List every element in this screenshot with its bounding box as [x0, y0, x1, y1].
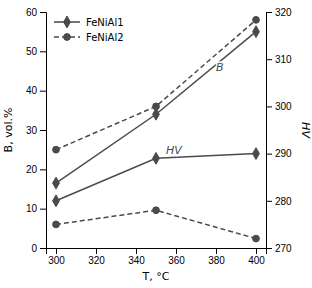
tick-mark	[136, 248, 137, 254]
series-marker	[53, 146, 60, 153]
tick-mark	[256, 248, 257, 254]
tick-mark	[40, 130, 46, 131]
series-line	[56, 32, 256, 183]
tick-label: 0	[31, 243, 37, 254]
series-marker	[53, 221, 60, 228]
series-marker	[53, 195, 60, 207]
legend-label: FeNiAl2	[86, 32, 124, 43]
tick-mark	[266, 59, 272, 60]
tick-label: 290	[275, 148, 292, 159]
y2-axis-line	[267, 13, 273, 249]
tick: 290	[266, 148, 292, 159]
tick-mark	[266, 201, 272, 202]
tick-mark	[266, 248, 272, 249]
tick: 310	[266, 54, 292, 65]
tick-mark	[40, 248, 46, 249]
chart: 300 320 340 360 380 400 0 10 20 30 40 50 60 270 280 290…	[0, 0, 312, 288]
tick: 360	[168, 248, 185, 266]
y2-axis-title: HV	[299, 122, 312, 139]
tick-mark	[40, 51, 46, 52]
tick-label: 320	[275, 7, 292, 18]
tick: 280	[266, 196, 292, 207]
tick-mark	[266, 12, 272, 13]
tick-mark	[40, 169, 46, 170]
tick-label: 20	[26, 164, 38, 175]
annotation: HV	[166, 144, 183, 157]
series-marker	[153, 207, 160, 214]
tick: 10	[26, 203, 46, 214]
legend-item: FeNiAl2	[54, 32, 124, 43]
tick: 270	[266, 243, 292, 254]
tick-mark	[40, 91, 46, 92]
tick-label: 300	[48, 255, 65, 266]
tick-mark	[40, 209, 46, 210]
tick: 320	[266, 7, 292, 18]
x-axis: 300 320 340 360 380 400	[47, 248, 267, 266]
series-marker	[253, 148, 260, 160]
tick: 320	[88, 248, 105, 266]
legend-marker	[64, 16, 71, 28]
tick: 0	[31, 243, 46, 254]
plot-area	[53, 16, 260, 241]
tick-label: 270	[275, 243, 292, 254]
tick-mark	[40, 12, 46, 13]
series-marker	[253, 26, 260, 38]
tick: 400	[248, 248, 265, 266]
y-axis: 0 10 20 30 40 50 60	[26, 7, 47, 254]
tick-label: 60	[26, 7, 38, 18]
tick-mark	[176, 248, 177, 254]
tick: 20	[26, 164, 46, 175]
legend-item: FeNiAl1	[54, 16, 124, 28]
tick-label: 50	[26, 46, 38, 57]
tick-mark	[216, 248, 217, 254]
tick-label: 360	[168, 255, 185, 266]
tick: 300	[48, 248, 65, 266]
tick-label: 40	[26, 85, 38, 96]
legend-label: FeNiAl1	[86, 17, 124, 28]
tick-mark	[266, 106, 272, 107]
tick-label: 340	[128, 255, 145, 266]
series-line	[56, 20, 256, 150]
tick-mark	[96, 248, 97, 254]
tick-label: 280	[275, 196, 292, 207]
x-axis-title: T, °C	[142, 270, 170, 283]
tick-label: 310	[275, 54, 292, 65]
series-line	[56, 210, 256, 238]
tick-label: 400	[248, 255, 265, 266]
series-marker	[153, 103, 160, 110]
annotation: B	[216, 61, 224, 74]
tick-label: 30	[26, 125, 38, 136]
tick-label: 320	[88, 255, 105, 266]
legend: FeNiAl1 FeNiAl2	[54, 16, 124, 42]
tick: 60	[26, 7, 46, 18]
tick-label: 380	[208, 255, 225, 266]
tick-mark	[266, 154, 272, 155]
tick: 40	[26, 85, 46, 96]
tick: 380	[208, 248, 225, 266]
tick-label: 10	[26, 203, 38, 214]
tick-mark	[56, 248, 57, 254]
x-axis-line	[47, 249, 267, 255]
y-axis-title: B, vol.%	[2, 108, 15, 153]
tick: 340	[128, 248, 145, 266]
tick-label: 300	[275, 101, 292, 112]
tick: 50	[26, 46, 46, 57]
series-marker	[53, 177, 60, 189]
y-axis-line	[40, 13, 47, 249]
y2-axis: 270 280 290 300 310 320	[266, 7, 292, 254]
series-marker	[253, 16, 260, 23]
tick: 300	[266, 101, 292, 112]
tick: 30	[26, 125, 46, 136]
series-marker	[153, 152, 160, 164]
legend-marker	[64, 34, 71, 41]
series-marker	[253, 235, 260, 242]
